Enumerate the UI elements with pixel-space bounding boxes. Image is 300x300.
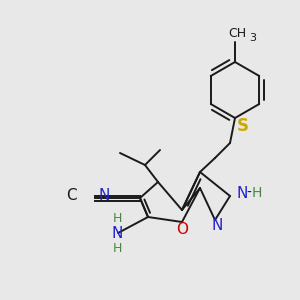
Text: N: N bbox=[211, 218, 223, 233]
Text: O: O bbox=[176, 221, 188, 236]
Text: N: N bbox=[111, 226, 123, 241]
Text: -: - bbox=[246, 186, 251, 200]
Text: CH: CH bbox=[228, 27, 246, 40]
Text: H: H bbox=[252, 186, 262, 200]
Text: C: C bbox=[66, 188, 77, 203]
Text: S: S bbox=[237, 117, 249, 135]
Text: H: H bbox=[112, 242, 122, 255]
Text: H: H bbox=[112, 212, 122, 225]
Text: N: N bbox=[237, 185, 248, 200]
Text: 3: 3 bbox=[249, 33, 256, 43]
Text: N: N bbox=[98, 188, 110, 203]
